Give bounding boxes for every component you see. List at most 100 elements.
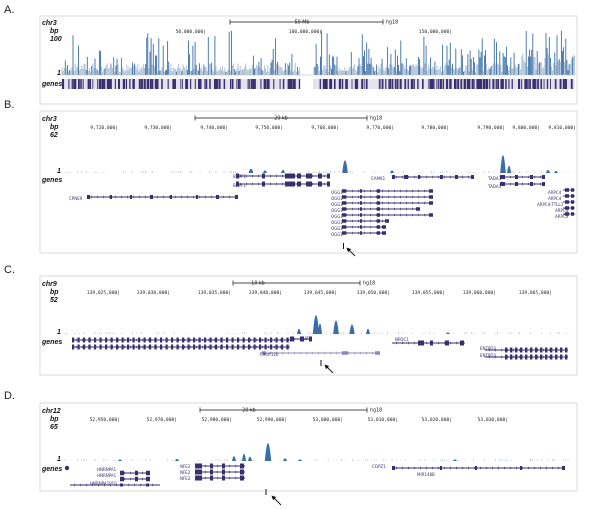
exon (327, 173, 330, 179)
strand-arrow (192, 195, 195, 199)
gene-mark (97, 79, 99, 89)
exon (235, 195, 238, 199)
gene-mark (414, 79, 415, 89)
exon (231, 344, 234, 350)
exon (377, 225, 380, 229)
coverage-peak (175, 458, 179, 461)
gene-mark (108, 79, 111, 89)
strand-arrow (351, 219, 354, 223)
gene-mark (190, 79, 192, 89)
strand-arrow (494, 355, 497, 359)
gene-mark (156, 79, 159, 89)
exon (360, 189, 362, 193)
strand-arrow (96, 195, 99, 199)
exon (550, 347, 553, 353)
strand-arrow (180, 195, 183, 199)
strand-arrow (545, 466, 548, 470)
gene-mark (431, 79, 434, 89)
panel-label: D. (4, 390, 15, 402)
exon (130, 195, 132, 199)
gene-mark (473, 79, 475, 89)
exon (222, 463, 225, 469)
strand-arrow (135, 345, 138, 349)
strand-arrow (365, 351, 368, 355)
strand-arrow (345, 207, 348, 211)
strand-arrow (201, 338, 204, 342)
gene-mark (407, 79, 409, 89)
strand-arrow (417, 189, 420, 193)
strand-arrow (437, 175, 440, 179)
gene-mark (566, 79, 567, 89)
strand-arrow (494, 348, 497, 352)
strand-arrow (485, 466, 488, 470)
exon (318, 181, 322, 187)
scale-bar: 20 kb hg18 (194, 115, 382, 122)
exon (176, 337, 179, 343)
strand-arrow (174, 195, 177, 199)
coverage-peak (281, 169, 285, 173)
gene-label: TADA3 (487, 184, 502, 189)
assembly-label: hg18 (370, 408, 382, 414)
strand-arrow (117, 345, 120, 349)
exon (215, 344, 218, 350)
gene-track (87, 173, 575, 235)
strand-arrow (216, 470, 219, 474)
coverage-track (61, 30, 576, 76)
exon (242, 337, 245, 343)
exon (105, 337, 108, 343)
strand-arrow (293, 351, 296, 355)
coverage-peak (500, 155, 506, 173)
exon (571, 200, 574, 204)
exon (515, 347, 518, 353)
gene-label: ENTPD2 (480, 353, 496, 358)
exon (105, 344, 108, 350)
gene-mark (62, 79, 65, 89)
gene-mark (543, 79, 545, 89)
exon (127, 337, 130, 343)
strand-arrow (413, 175, 416, 179)
strand-arrow (467, 466, 470, 470)
exon (182, 337, 185, 343)
gene-mark (391, 79, 394, 89)
strand-arrow (228, 464, 231, 468)
strand-arrow (311, 351, 314, 355)
strand-arrow (393, 201, 396, 205)
strand-arrow (479, 466, 482, 470)
strand-arrow (413, 341, 416, 345)
strand-arrow (228, 195, 231, 199)
gene-mark (151, 79, 154, 89)
strand-arrow (437, 466, 440, 470)
exon (540, 347, 543, 353)
chrom-label: chr3 (42, 20, 57, 27)
gene-track (62, 79, 575, 89)
exon (204, 344, 207, 350)
gene-mark (292, 79, 295, 89)
gene-mark (433, 79, 435, 89)
exon (382, 231, 386, 235)
exon (360, 207, 362, 211)
gene-mark (508, 79, 510, 89)
exon (530, 347, 533, 353)
strand-arrow (363, 195, 366, 199)
gene-mark (73, 79, 76, 89)
strand-arrow (491, 466, 494, 470)
exon (342, 231, 346, 235)
exon (440, 175, 443, 179)
strand-arrow (533, 175, 536, 179)
ruler-ticks: 139,025,000| 139,030,000| 139,035,000| 1… (87, 290, 552, 296)
strand-arrow (323, 351, 326, 355)
strand-arrow (399, 207, 402, 211)
strand-arrow (156, 195, 159, 199)
gene-mark (564, 79, 567, 89)
gene-mark (460, 79, 463, 89)
exon (198, 337, 201, 343)
gene-mark (471, 79, 474, 89)
strand-arrow (503, 466, 506, 470)
gene-mark (82, 79, 84, 89)
gene-mark (206, 79, 208, 89)
gene-mark (535, 79, 537, 89)
gene-label: C9orf120 (260, 352, 279, 357)
exon (83, 337, 86, 343)
gene-mark (380, 79, 382, 89)
exon (262, 351, 266, 355)
